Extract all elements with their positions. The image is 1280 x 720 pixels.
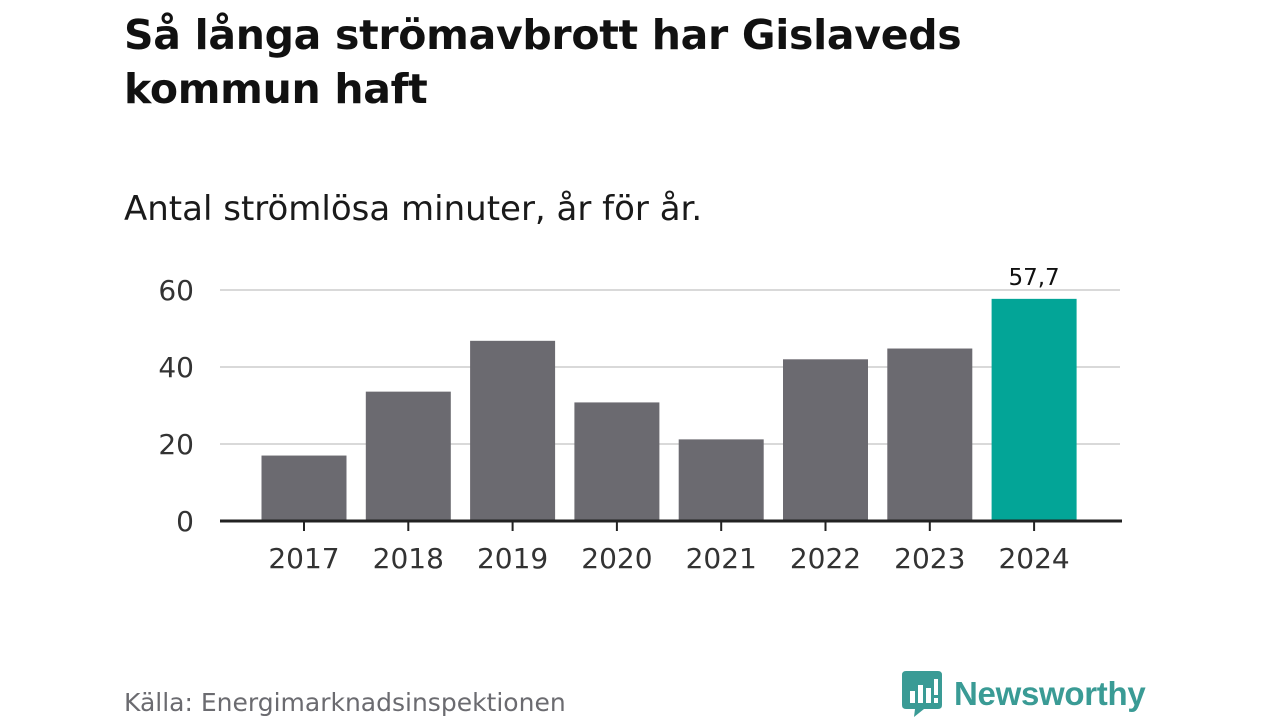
x-tick-label: 2022 <box>790 542 861 575</box>
x-tick-label: 2024 <box>998 542 1069 575</box>
bar-2019 <box>470 340 556 521</box>
chart-subtitle: Antal strömlösa minuter, år för år. <box>124 189 703 229</box>
bar-2020 <box>574 402 660 521</box>
bar-2021 <box>678 439 764 521</box>
x-tick-label: 2017 <box>268 542 339 575</box>
x-tick-label: 2019 <box>477 542 548 575</box>
bar-chart: 0 20 40 60 2017 2018 2019 2020 2021 2022 2023 2024 5… <box>158 265 1122 575</box>
x-tick-label: 2018 <box>373 542 444 575</box>
y-tick-label: 60 <box>158 274 194 307</box>
newsworthy-logo-icon <box>902 671 942 717</box>
bar-2024 <box>991 298 1077 521</box>
x-tick-label: 2020 <box>581 542 652 575</box>
x-tick-label: 2023 <box>894 542 965 575</box>
y-tick-label: 0 <box>176 505 194 538</box>
y-tick-label: 20 <box>158 428 194 461</box>
bar-2018 <box>365 391 451 521</box>
bar-2023 <box>887 348 973 521</box>
chart-title: Så långa strömavbrott har Gislaveds komm… <box>124 11 962 113</box>
bar-2022 <box>783 359 868 521</box>
x-tick-label: 2021 <box>686 542 757 575</box>
brand-logo: Newsworthy <box>902 671 1146 717</box>
source-note: Källa: Energimarknadsinspektionen <box>124 688 566 717</box>
bar-2017 <box>261 455 347 521</box>
brand-name: Newsworthy <box>954 675 1146 712</box>
data-label: 57,7 <box>1008 265 1059 291</box>
y-tick-label: 40 <box>158 351 194 384</box>
